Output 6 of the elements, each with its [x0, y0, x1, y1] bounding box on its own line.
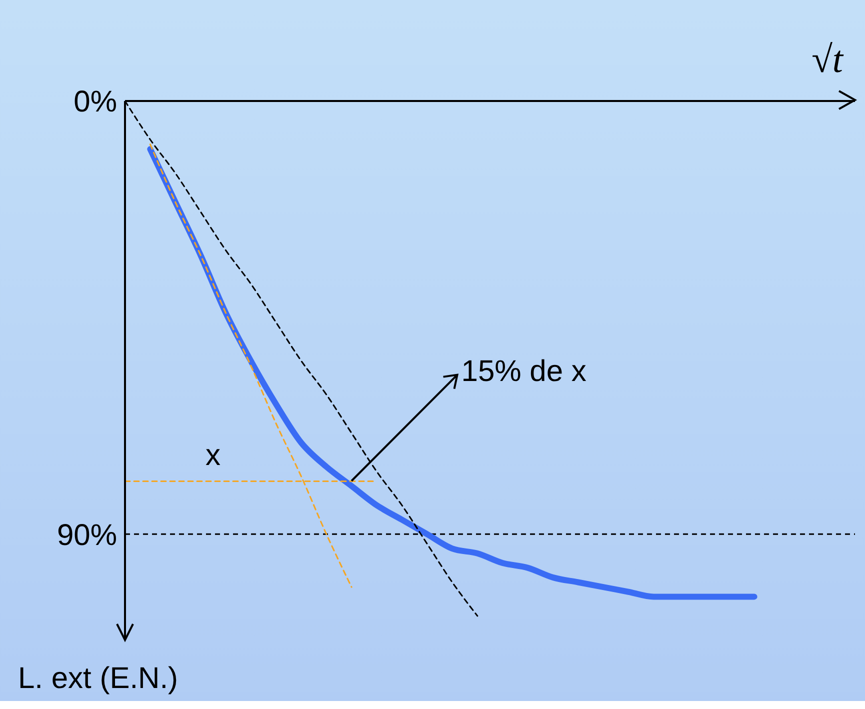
y-tick-label: 90% — [56, 518, 117, 552]
y-tick-label: 0% — [74, 86, 117, 119]
x-axis-title: √t — [812, 38, 843, 82]
annotation: 15% de x — [461, 354, 586, 389]
y-axis-title: L. ext (E.N.) — [18, 662, 178, 696]
annotation: x — [206, 438, 221, 473]
